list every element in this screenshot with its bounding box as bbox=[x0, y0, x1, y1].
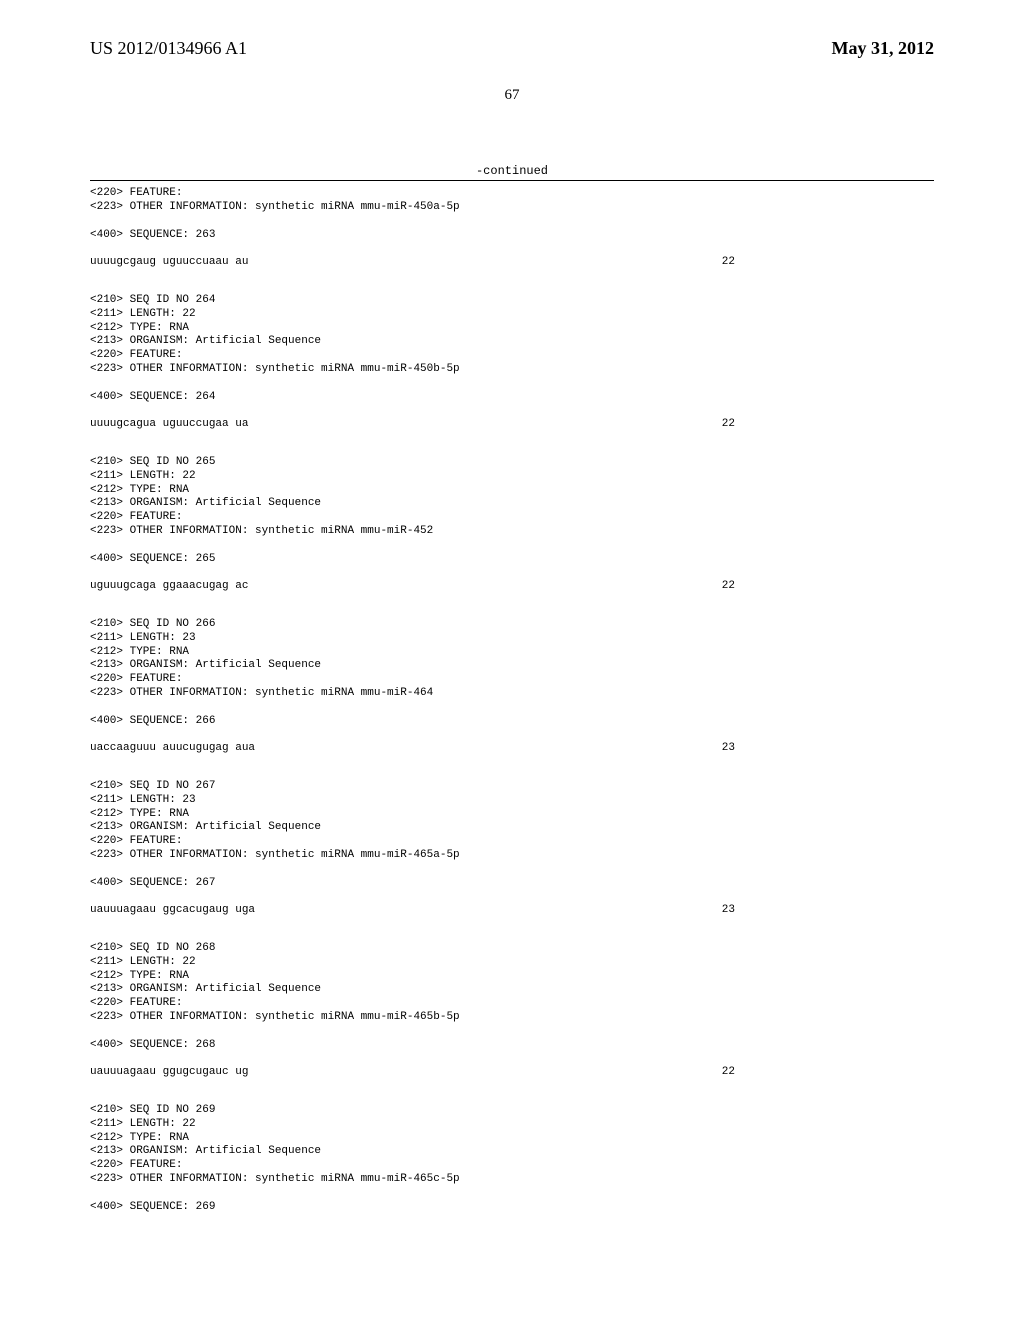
sequence-length: 22 bbox=[722, 580, 735, 594]
divider bbox=[90, 180, 934, 181]
page: US 2012/0134966 A1 May 31, 2012 67 -cont… bbox=[0, 0, 1024, 1320]
sequence-text: uauuuagaau ggugcugauc ug bbox=[90, 1066, 248, 1080]
page-number: 67 bbox=[90, 87, 934, 104]
sequence-entry: <210> SEQ ID NO 265 <211> LENGTH: 22 <21… bbox=[90, 456, 934, 539]
continued-label: -continued bbox=[90, 164, 934, 178]
sequence-label: <400> SEQUENCE: 267 bbox=[90, 877, 934, 891]
sequence-label: <400> SEQUENCE: 265 bbox=[90, 553, 934, 567]
sequence-length: 22 bbox=[722, 256, 735, 270]
page-header: US 2012/0134966 A1 May 31, 2012 bbox=[90, 38, 934, 59]
sequence-entry: <210> SEQ ID NO 264 <211> LENGTH: 22 <21… bbox=[90, 294, 934, 377]
sequence-entry: <210> SEQ ID NO 267 <211> LENGTH: 23 <21… bbox=[90, 780, 934, 863]
sequence-entry: <210> SEQ ID NO 266 <211> LENGTH: 23 <21… bbox=[90, 618, 934, 701]
sequence-entry: <220> FEATURE: <223> OTHER INFORMATION: … bbox=[90, 187, 934, 215]
sequence-row: uguuugcaga ggaaacugag ac 22 bbox=[90, 580, 735, 594]
sequence-length: 23 bbox=[722, 742, 735, 756]
sequence-label: <400> SEQUENCE: 268 bbox=[90, 1039, 934, 1053]
sequence-row: uauuuagaau ggcacugaug uga 23 bbox=[90, 904, 735, 918]
sequence-entry: <210> SEQ ID NO 268 <211> LENGTH: 22 <21… bbox=[90, 942, 934, 1025]
sequence-text: uguuugcaga ggaaacugag ac bbox=[90, 580, 248, 594]
sequence-text: uuuugcgaug uguuccuaau au bbox=[90, 256, 248, 270]
sequence-row: uaccaaguuu auucugugag aua 23 bbox=[90, 742, 735, 756]
publication-number: US 2012/0134966 A1 bbox=[90, 38, 247, 59]
sequence-row: uuuugcagua uguuccugaa ua 22 bbox=[90, 418, 735, 432]
sequence-label: <400> SEQUENCE: 269 bbox=[90, 1201, 934, 1215]
sequence-text: uauuuagaau ggcacugaug uga bbox=[90, 904, 255, 918]
sequence-row: uauuuagaau ggugcugauc ug 22 bbox=[90, 1066, 735, 1080]
sequence-entry: <210> SEQ ID NO 269 <211> LENGTH: 22 <21… bbox=[90, 1104, 934, 1187]
sequence-text: uaccaaguuu auucugugag aua bbox=[90, 742, 255, 756]
sequence-length: 23 bbox=[722, 904, 735, 918]
publication-date: May 31, 2012 bbox=[832, 38, 935, 59]
sequence-label: <400> SEQUENCE: 266 bbox=[90, 715, 934, 729]
sequence-length: 22 bbox=[722, 1066, 735, 1080]
sequence-text: uuuugcagua uguuccugaa ua bbox=[90, 418, 248, 432]
sequence-label: <400> SEQUENCE: 264 bbox=[90, 391, 934, 405]
sequence-length: 22 bbox=[722, 418, 735, 432]
sequence-listing: <220> FEATURE: <223> OTHER INFORMATION: … bbox=[90, 187, 934, 1214]
sequence-row: uuuugcgaug uguuccuaau au 22 bbox=[90, 256, 735, 270]
sequence-label: <400> SEQUENCE: 263 bbox=[90, 229, 934, 243]
